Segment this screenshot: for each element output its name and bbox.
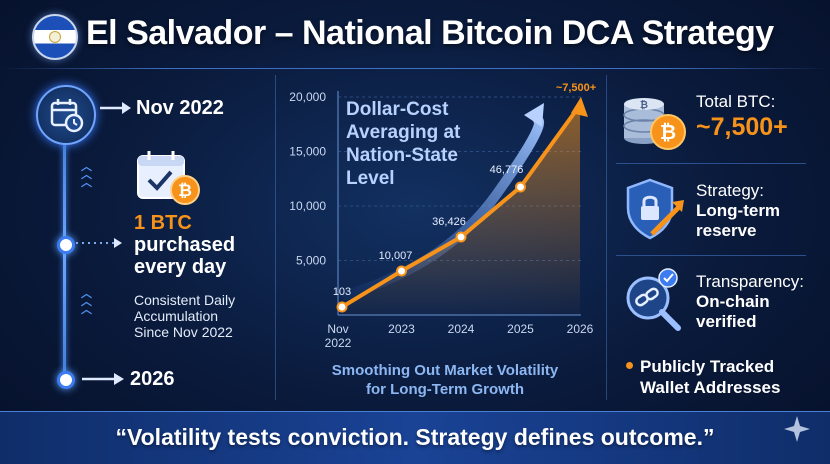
daily-amount: 1 BTC bbox=[134, 212, 192, 234]
sub-line3: Since Nov 2022 bbox=[134, 324, 233, 340]
chart-title-line: Averaging at bbox=[346, 122, 461, 143]
timeline-line bbox=[63, 130, 66, 378]
daily-line3: every day bbox=[134, 256, 227, 278]
data-label: 46,776 bbox=[490, 164, 524, 176]
x-tick-label: Nov bbox=[327, 322, 348, 336]
data-label: 10,007 bbox=[379, 250, 413, 262]
total-btc-label: Total BTC: bbox=[696, 92, 776, 111]
trend-arrowhead bbox=[524, 103, 544, 127]
shield-lock-icon bbox=[622, 176, 688, 247]
footer-quote: “Volatility tests conviction. Strategy d… bbox=[115, 424, 715, 450]
chart-caption: Smoothing Out Market Volatility for Long… bbox=[300, 361, 590, 399]
arrow-right-icon bbox=[100, 102, 131, 114]
page-title: El Salvador – National Bitcoin DCA Strat… bbox=[86, 14, 774, 52]
flag-el-salvador-icon bbox=[32, 14, 78, 60]
header: El Salvador – National Bitcoin DCA Strat… bbox=[0, 0, 830, 68]
bullet-dot bbox=[626, 362, 633, 369]
dotted-arrow-icon bbox=[76, 238, 122, 248]
y-tick-label: 5,000 bbox=[296, 254, 326, 268]
data-label: ~7,500+ bbox=[556, 82, 596, 94]
sub-line2: Accumulation bbox=[134, 308, 219, 324]
chain-magnifier-icon bbox=[620, 268, 686, 337]
y-tick-label: 15,000 bbox=[289, 145, 326, 159]
arrow-right-icon bbox=[82, 373, 124, 385]
data-point bbox=[515, 181, 526, 193]
chart-panel: 5,000 10,000 15,000 20,000 Nov 2022 2023 2024 20… bbox=[275, 75, 607, 400]
chevron-up-icon: ︿ ︿ ︿ bbox=[81, 161, 92, 189]
tracked-line2: Wallet Addresses bbox=[640, 378, 781, 397]
y-tick-label: 20,000 bbox=[289, 90, 326, 104]
x-tick-label: 2025 bbox=[507, 322, 534, 336]
data-label: 36,426 bbox=[432, 216, 466, 228]
header-divider bbox=[0, 68, 830, 69]
tracked-line1: Publicly Tracked bbox=[640, 357, 775, 376]
daily-subtitle: Consistent Daily Accumulation Since Nov … bbox=[134, 292, 235, 340]
daily-purchase-text: 1 BTC purchased every day bbox=[134, 212, 235, 278]
chart-title-line: Dollar-Cost bbox=[346, 99, 449, 120]
footer-banner bbox=[0, 411, 830, 464]
chart-title-line: Nation-State bbox=[346, 145, 458, 166]
x-tick-label: 2024 bbox=[448, 322, 475, 336]
svg-text:₿: ₿ bbox=[640, 99, 648, 111]
strategy-line2: reserve bbox=[696, 221, 757, 240]
divider bbox=[616, 255, 806, 256]
sparkle-icon bbox=[784, 416, 810, 442]
svg-text:₿: ₿ bbox=[178, 181, 192, 201]
x-tick-label: 2026 bbox=[567, 322, 594, 336]
svg-text:₿: ₿ bbox=[660, 120, 676, 144]
calendar-clock-icon bbox=[36, 85, 96, 145]
divider bbox=[616, 163, 806, 164]
data-point bbox=[455, 231, 467, 243]
caption-line2: for Long-Term Growth bbox=[365, 381, 525, 398]
calendar-bitcoin-icon: ₿ bbox=[135, 148, 200, 205]
chart-title-line: Level bbox=[346, 168, 395, 189]
data-label: 103 bbox=[333, 286, 351, 298]
strategy-line1: Long-term bbox=[696, 201, 781, 220]
data-point bbox=[336, 301, 348, 313]
area-fill bbox=[342, 105, 580, 315]
sub-line1: Consistent Daily bbox=[134, 292, 236, 308]
tracked-wallets-text: Publicly Tracked Wallet Addresses bbox=[640, 356, 780, 398]
strategy-label: Strategy: bbox=[696, 181, 765, 200]
daily-line2: purchased bbox=[134, 234, 236, 256]
timeline-start-label: Nov 2022 bbox=[136, 97, 224, 119]
total-btc-value: ~7,500+ bbox=[696, 113, 788, 141]
x-tick-label: 2022 bbox=[325, 336, 352, 350]
series-arrowhead bbox=[571, 97, 588, 117]
bitcoin-coins-icon: ₿ ₿ bbox=[620, 86, 690, 157]
timeline-node-mid bbox=[57, 236, 75, 254]
timeline-node-end bbox=[57, 371, 75, 389]
timeline-end-label: 2026 bbox=[130, 368, 175, 390]
x-tick-label: 2023 bbox=[388, 322, 415, 336]
transparency-label: Transparency: bbox=[696, 272, 805, 291]
chevron-up-icon: ︿ ︿ ︿ bbox=[81, 288, 92, 316]
caption-line1: Smoothing Out Market Volatility bbox=[331, 362, 559, 379]
transparency-line2: verified bbox=[696, 312, 757, 331]
transparency-line1: On-chain bbox=[696, 292, 770, 311]
data-point bbox=[396, 265, 407, 277]
y-tick-label: 10,000 bbox=[289, 199, 326, 213]
